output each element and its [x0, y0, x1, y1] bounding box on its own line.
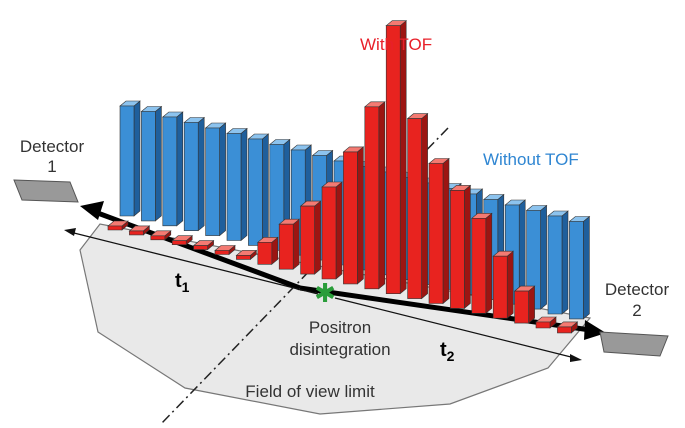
- detector-2-name: Detector: [605, 280, 670, 299]
- red-bar-side: [486, 213, 492, 313]
- blue-bar-front: [569, 222, 583, 319]
- red-bar-front: [215, 251, 229, 255]
- red-bar-front: [493, 256, 507, 318]
- red-bar-front: [194, 246, 208, 250]
- red-bar-front: [279, 224, 293, 269]
- blue-bar-front: [141, 112, 155, 221]
- red-bar-side: [336, 182, 342, 279]
- blue-bar-front: [120, 106, 134, 216]
- t2-index: 2: [447, 348, 455, 364]
- red-bar-side: [357, 147, 363, 284]
- blue-bar-side: [262, 134, 268, 245]
- red-bar-side: [379, 102, 385, 289]
- red-bar-front: [429, 164, 443, 304]
- red-bar-side: [464, 185, 470, 308]
- field-of-view-label: Field of view limit: [245, 382, 375, 401]
- red-bar-front: [386, 26, 400, 294]
- arrowhead-left: [80, 201, 104, 220]
- t2-arrowhead: [570, 354, 582, 362]
- red-bar-side: [507, 251, 513, 318]
- detector-2-shape: [600, 332, 668, 356]
- blue-bar-side: [134, 101, 140, 216]
- with-tof-label: With TOF: [360, 35, 432, 54]
- red-bar-side: [443, 159, 449, 304]
- blue-bar-front: [206, 128, 220, 236]
- red-bar-front: [472, 218, 486, 313]
- blue-bar-front: [163, 117, 177, 226]
- blue-bar-side: [241, 129, 247, 241]
- positron-line1: Positron: [309, 318, 371, 337]
- red-bar-front: [536, 322, 550, 328]
- red-bar-front: [129, 231, 143, 235]
- detector-1-shape: [14, 180, 78, 202]
- red-bar-front: [322, 187, 336, 279]
- blue-bar-front: [184, 123, 198, 231]
- red-bar-front: [365, 107, 379, 289]
- blue-bar-side: [198, 118, 204, 231]
- red-bar-front: [258, 242, 272, 264]
- blue-bar-side: [562, 211, 568, 314]
- red-bar-front: [450, 190, 464, 308]
- blue-bar-front: [548, 216, 562, 314]
- red-bar-side: [315, 201, 321, 274]
- blue-bar-side: [177, 112, 183, 226]
- blue-bar-side: [155, 107, 161, 221]
- blue-bar-front: [248, 139, 262, 245]
- red-bar-side: [293, 219, 299, 269]
- red-bar-front: [172, 241, 186, 245]
- red-bar-front: [343, 152, 357, 284]
- red-bar-front: [236, 255, 250, 259]
- red-bar-front: [151, 236, 165, 240]
- t1-index: 1: [182, 279, 190, 295]
- positron-line2: disintegration: [289, 340, 390, 359]
- blue-bar-front: [227, 134, 241, 241]
- red-bar-front: [408, 119, 422, 299]
- red-bar-front: [557, 327, 571, 333]
- red-bar-side: [400, 21, 406, 294]
- positron-star: ✱: [314, 278, 336, 308]
- blue-bar-side: [220, 123, 226, 236]
- without-tof-label: Without TOF: [483, 150, 579, 169]
- blue-bar-side: [583, 217, 589, 319]
- blue-bar-side: [541, 206, 547, 310]
- t1-arrowhead: [64, 228, 76, 236]
- red-bar-side: [422, 114, 428, 299]
- red-bar-front: [301, 206, 315, 274]
- red-bar-side: [529, 286, 535, 323]
- detector-2-number: 2: [632, 301, 641, 320]
- red-bar-front: [515, 291, 529, 323]
- red-bar-front: [108, 226, 122, 230]
- tof-diagram: ✱ With TOF Without TOF Detector 1 Detect…: [0, 0, 685, 428]
- detector-1-name: Detector: [20, 137, 85, 156]
- detector-1-number: 1: [47, 157, 56, 176]
